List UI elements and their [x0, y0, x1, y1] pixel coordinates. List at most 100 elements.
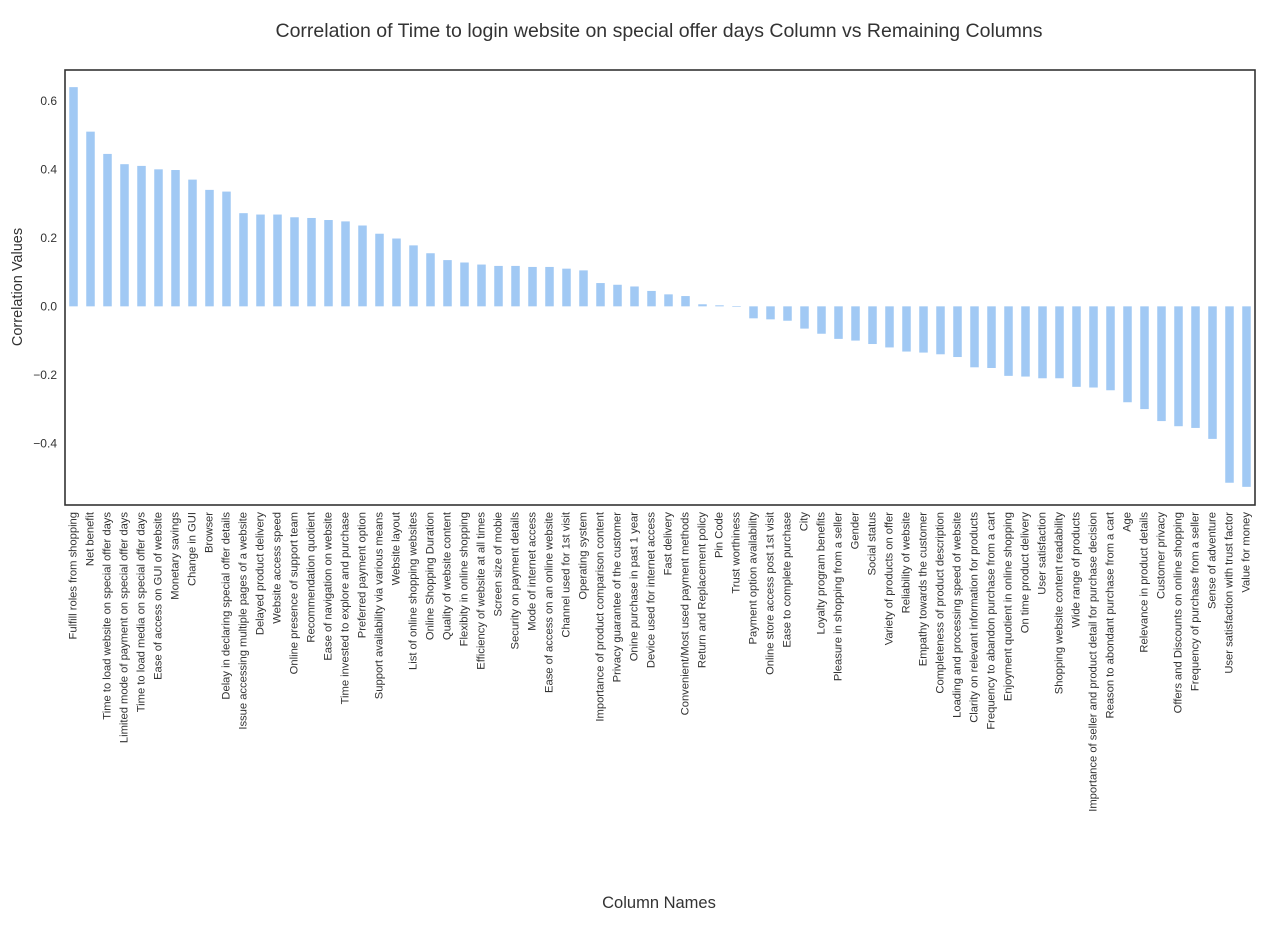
x-tick-label: List of online shopping websites: [408, 512, 420, 670]
bar: [1174, 306, 1183, 427]
bar: [919, 306, 928, 353]
x-tick-label: Trust worthiness: [731, 512, 743, 594]
bar: [715, 305, 724, 307]
x-tick-label: Enjoyment quotient in online shopping: [1003, 512, 1015, 701]
x-tick-label: Quality of website content: [442, 511, 454, 640]
y-tick-label: 0.2: [40, 231, 57, 245]
bar: [154, 169, 163, 307]
x-tick-label: Reason to abondant purchase from a cart: [1105, 511, 1117, 718]
bar: [1191, 306, 1200, 428]
bar: [256, 214, 265, 307]
x-tick-label: Website layout: [391, 511, 403, 585]
x-tick-label: Convenient/Most used payment methods: [680, 512, 692, 716]
x-tick-label: User satisfaction: [1037, 512, 1049, 595]
bar: [970, 306, 979, 368]
x-tick-label: Importance of product comparison content: [595, 511, 607, 721]
bar: [545, 266, 554, 307]
x-tick-label: Loading and processing speed of website: [952, 512, 964, 718]
bar: [698, 304, 707, 307]
chart-title: Correlation of Time to login website on …: [275, 20, 1042, 42]
bar: [1004, 306, 1013, 376]
x-tick-label: Flexibity in online shopping: [459, 512, 471, 646]
y-axis-label: Correlation Values: [10, 228, 26, 346]
x-tick-label: Completeness of product description: [935, 512, 947, 694]
bar: [222, 191, 231, 307]
x-tick-label: Ease of access on an online website: [544, 512, 556, 693]
x-tick-label: Security on payment details: [510, 512, 522, 650]
bar: [851, 306, 860, 341]
bar: [936, 306, 945, 355]
x-tick-label: Recommendation quotient: [306, 511, 318, 642]
y-tick-label: 0.4: [40, 162, 57, 176]
bar: [324, 220, 333, 307]
x-tick-label: Sense of adventure: [1207, 512, 1219, 609]
bar: [69, 87, 78, 307]
bar: [307, 217, 316, 307]
bar: [375, 233, 384, 307]
bar: [1208, 306, 1217, 439]
bar: [341, 221, 350, 307]
x-axis-label: Column Names: [602, 894, 716, 912]
bar: [1140, 306, 1149, 410]
x-tick-label: Website access speed: [272, 512, 284, 624]
bar: [902, 306, 911, 352]
x-tick-label: Offers and Discounts on online shopping: [1173, 512, 1185, 713]
x-tick-label: Customer privacy: [1156, 512, 1168, 599]
bar: [290, 217, 299, 307]
bar: [239, 213, 248, 307]
x-tick-label: Time to load website on special offer da…: [102, 512, 114, 720]
bar: [613, 284, 622, 307]
x-tick-label: Online store access post 1st visit: [765, 511, 777, 675]
x-tick-label: Mode of internet access: [527, 512, 539, 631]
bar: [817, 306, 826, 334]
bar: [800, 306, 809, 329]
bar: [120, 164, 129, 307]
y-tick-label: −0.2: [33, 368, 57, 382]
x-tick-label: Limited mode of payment on special offer…: [119, 512, 131, 744]
x-tick-label: Social status: [867, 512, 879, 576]
bar: [494, 265, 503, 307]
x-tick-label: Payment option availability: [748, 512, 760, 645]
x-tick-label: Operating system: [578, 512, 590, 600]
x-tick-label: User satisfaction with trust factor: [1224, 512, 1236, 674]
bar: [273, 214, 282, 307]
x-tick-label: Reliability of website: [901, 512, 913, 613]
y-tick-label: 0.6: [40, 94, 57, 108]
bar: [732, 306, 741, 307]
x-tick-label: Frequency of purchase from a seller: [1190, 512, 1202, 691]
x-tick-label: Channel used for 1st visit: [561, 511, 573, 638]
bar: [1106, 306, 1115, 391]
x-tick-label: Privacy guarantee of the customer: [612, 512, 624, 683]
x-tick-label: Preferred payment option: [357, 512, 369, 638]
bar: [953, 306, 962, 358]
x-axis-ticks: Fulfill roles from shopping Net benefit Ti…: [68, 511, 1253, 812]
bar: [562, 268, 571, 307]
bar: [681, 296, 690, 307]
x-tick-label: Time invested to explore and purchase: [340, 512, 352, 704]
bar: [511, 265, 520, 307]
bar: [1157, 306, 1166, 422]
y-axis-ticks: 0.6 0.4 0.2 0.0 −0.2 −0.4: [33, 94, 57, 451]
bar: [1055, 306, 1064, 379]
bar: [1021, 306, 1030, 377]
x-tick-label: Frequency to abandon purchase from a car…: [986, 511, 998, 730]
bar: [86, 131, 95, 307]
x-tick-label: City: [799, 512, 811, 532]
bar: [1072, 306, 1081, 387]
plot-frame: [64, 69, 1256, 506]
bar: [188, 179, 197, 307]
bar: [409, 245, 418, 307]
x-tick-label: Onine purchase in past 1 year: [629, 512, 641, 662]
bar: [171, 170, 180, 307]
bar: [647, 290, 656, 307]
x-tick-label: Value for money: [1241, 512, 1253, 593]
y-tick-label: −0.4: [33, 436, 57, 450]
x-tick-label: On time product delivery: [1020, 512, 1032, 634]
bar: [477, 264, 486, 307]
bar: [596, 283, 605, 307]
bar: [834, 306, 843, 339]
bar: [987, 306, 996, 368]
bar: [1089, 306, 1098, 388]
x-tick-label: Empathy towards the customer: [918, 512, 930, 666]
